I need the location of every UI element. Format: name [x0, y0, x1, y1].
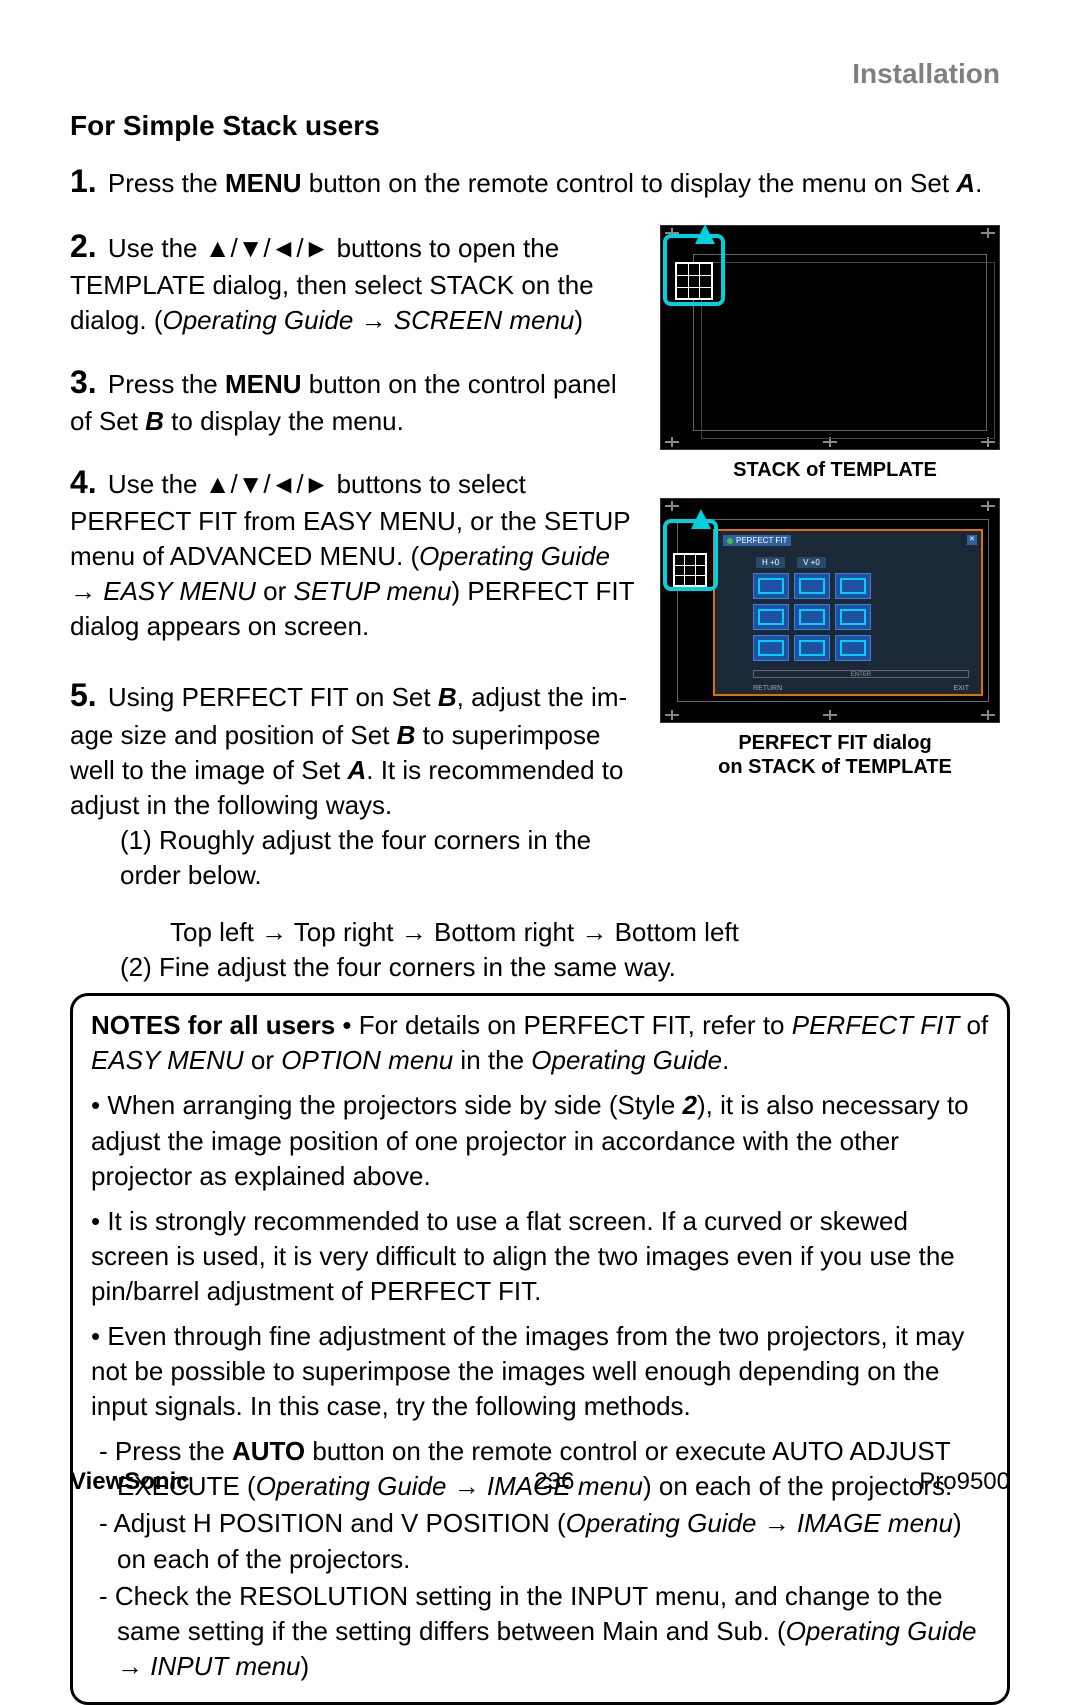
note-list-3: - Check the RESOLUTION setting in the IN… [91, 1579, 989, 1684]
substep-1: (1) Roughly adjust the four corners in t… [120, 823, 636, 893]
step-5: 5. Using PERFECT FIT on Set B, adjust th… [70, 674, 636, 893]
step-num: 1. [70, 163, 97, 199]
section-header: Installation [852, 58, 1000, 90]
notes-box: NOTES for all users • For details on PER… [70, 993, 1010, 1705]
step-num: 2. [70, 228, 97, 264]
footer-brand: ViewSonic [70, 1468, 190, 1496]
hv-values: H +0V +0 [756, 557, 826, 568]
step-3: 3. Press the MENU button on the control … [70, 361, 636, 439]
note-list-2: - Adjust H POSITION and V POSITION (Oper… [91, 1506, 989, 1576]
footer: ViewSonic 236 Pro9500 [70, 1468, 1010, 1496]
template-icon-2 [673, 553, 707, 587]
step-1: 1. Press the MENU button on the remote c… [70, 160, 1010, 203]
figure-2-caption: PERFECT FIT dialogon STACK of TEMPLATE [660, 731, 1010, 779]
footer-page: 236 [534, 1468, 574, 1496]
step-num: 4. [70, 464, 97, 500]
enter-bar: ENTER [753, 670, 969, 678]
figure-perfect-fit: PERFECT FIT ✕ H +0V +0 ENTER RETURNEXIT [660, 498, 1000, 723]
close-icon: ✕ [967, 535, 977, 545]
note-3: • It is strongly recommended to use a fl… [91, 1204, 989, 1309]
substep-order: Top left → Top right → Bottom right → Bo… [170, 915, 1010, 950]
subtitle: For Simple Stack users [70, 110, 1010, 142]
step-num: 5. [70, 677, 97, 713]
note-4: • Even through fine adjustment of the im… [91, 1319, 989, 1424]
note-2: • When arranging the projectors side by … [91, 1088, 989, 1193]
step-2: 2. Use the ▲/▼/◄/► buttons to open the T… [70, 225, 636, 338]
adjust-grid [753, 573, 871, 661]
perfect-fit-label: PERFECT FIT [723, 535, 791, 546]
footer-model: Pro9500 [919, 1468, 1010, 1496]
figure-1-caption: STACK of TEMPLATE [660, 458, 1010, 482]
notes-title: NOTES for all users [91, 1010, 335, 1040]
step-num: 3. [70, 364, 97, 400]
template-icon [675, 262, 713, 300]
substep-2: (2) Fine adjust the four corners in the … [120, 950, 1010, 985]
figure-stack-template [660, 225, 1000, 450]
step-4: 4. Use the ▲/▼/◄/► buttons to select PER… [70, 461, 636, 645]
return-exit-row: RETURNEXIT [753, 685, 969, 692]
